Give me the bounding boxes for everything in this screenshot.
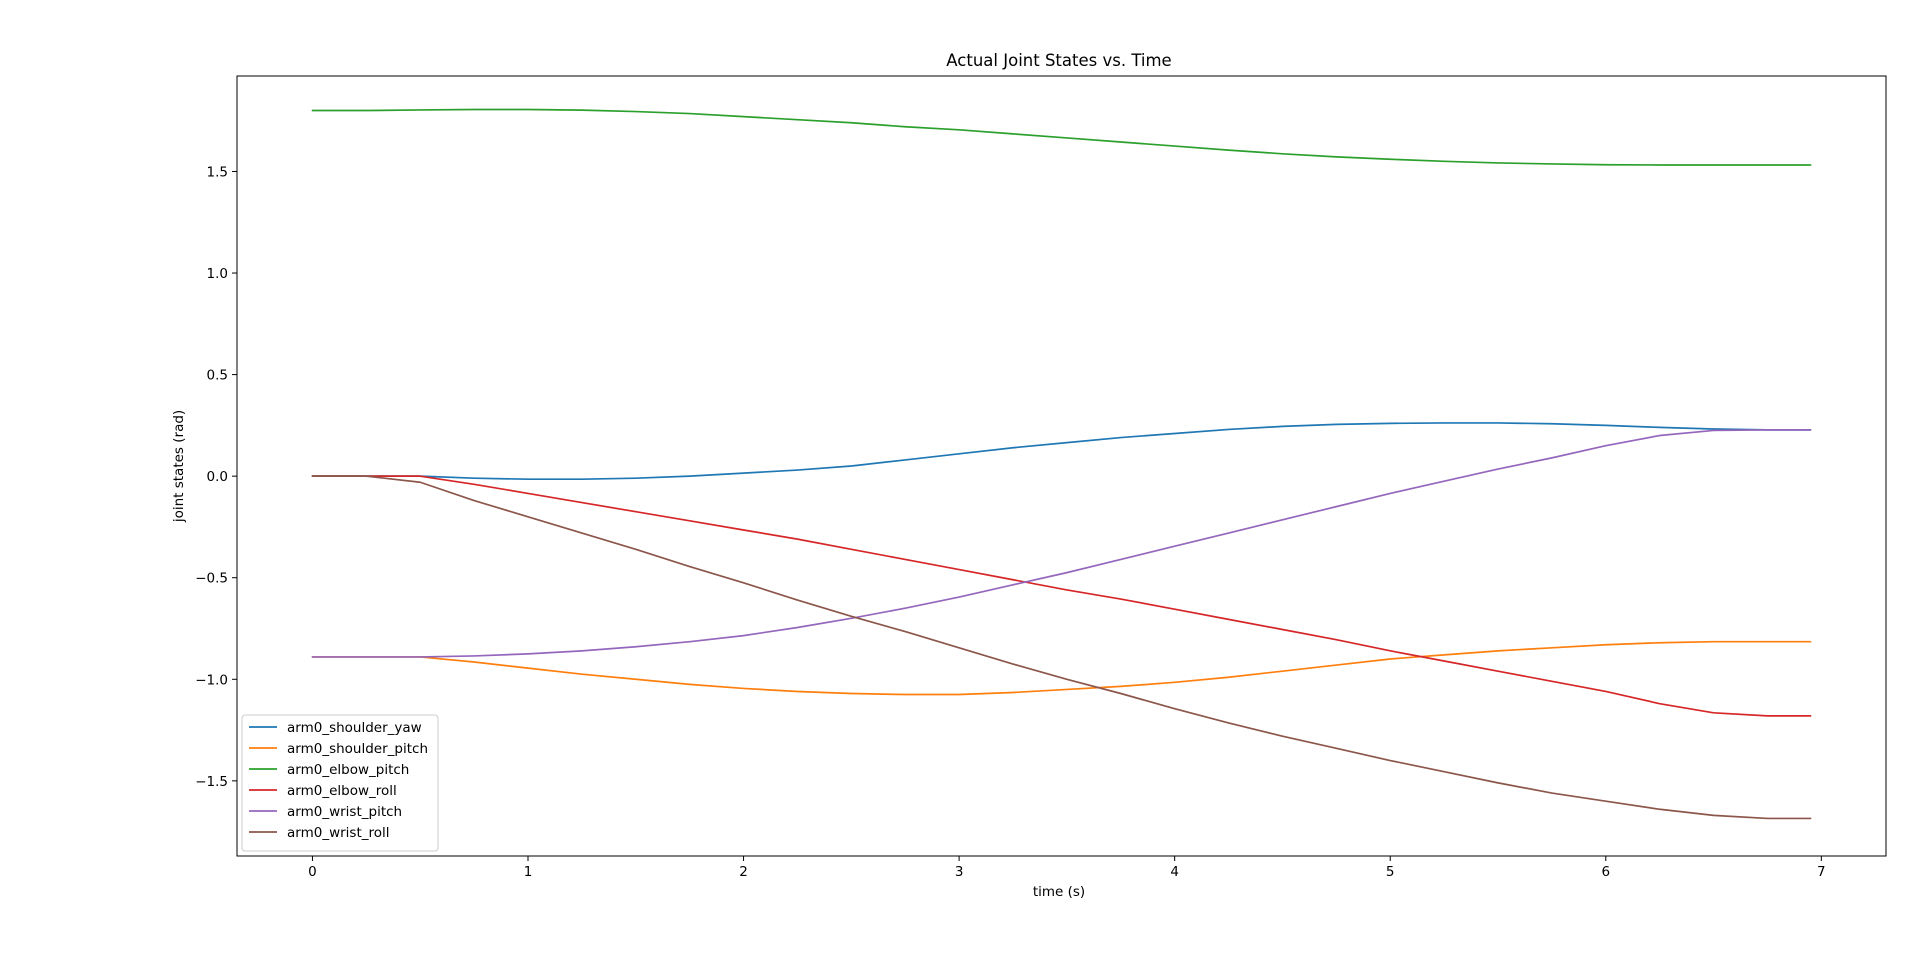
series-line-arm0-shoulder-yaw (311, 422, 1812, 481)
x-tick-label: 6 (1601, 864, 1610, 880)
y-tick-label: 0.0 (207, 469, 228, 485)
legend-box (241, 714, 439, 852)
y-tick-label: 0.5 (207, 368, 228, 384)
chart-title: Actual Joint States vs. Time (946, 51, 1171, 70)
x-tick-label: 1 (524, 864, 533, 880)
y-tick-label: −1.5 (195, 774, 228, 790)
series-line-arm0-wrist-pitch (311, 428, 1812, 658)
y-tick-label: 1.5 (207, 164, 228, 180)
y-tick-label: 1.0 (207, 266, 228, 282)
legend-label: arm0_wrist_pitch (287, 804, 402, 820)
plot-frame (236, 75, 1887, 857)
x-tick-label: 5 (1386, 864, 1395, 880)
x-tick-label: 7 (1817, 864, 1826, 880)
series-line-arm0-shoulder-pitch (311, 640, 1812, 696)
y-tick-label: −0.5 (195, 571, 228, 587)
legend-label: arm0_shoulder_yaw (287, 720, 422, 736)
legend-label: arm0_elbow_roll (287, 783, 397, 799)
series-line-arm0-elbow-roll (311, 475, 1812, 717)
y-tick-label: −1.0 (195, 672, 228, 688)
series-line-arm0-elbow-pitch (311, 108, 1812, 166)
legend: arm0_shoulder_yaw arm0_shoulder_pitch arm0… (241, 714, 439, 852)
y-axis-label: joint states (rad) (171, 410, 187, 523)
x-tick-label: 2 (739, 864, 748, 880)
legend-label: arm0_shoulder_pitch (287, 741, 428, 757)
legend-label: arm0_elbow_pitch (287, 762, 409, 778)
y-axis: −1.5 −1.0 −0.5 0.0 0.5 1.0 1.5 (195, 164, 237, 790)
x-tick-label: 0 (308, 864, 317, 880)
x-tick-label: 3 (955, 864, 964, 880)
x-axis-label: time (s) (1033, 884, 1085, 900)
legend-label: arm0_wrist_roll (287, 825, 390, 841)
series-line-arm0-wrist-roll (311, 475, 1812, 820)
plot-area (311, 108, 1812, 820)
x-tick-label: 4 (1170, 864, 1179, 880)
x-axis: 0 1 2 3 4 5 6 7 (308, 856, 1826, 880)
